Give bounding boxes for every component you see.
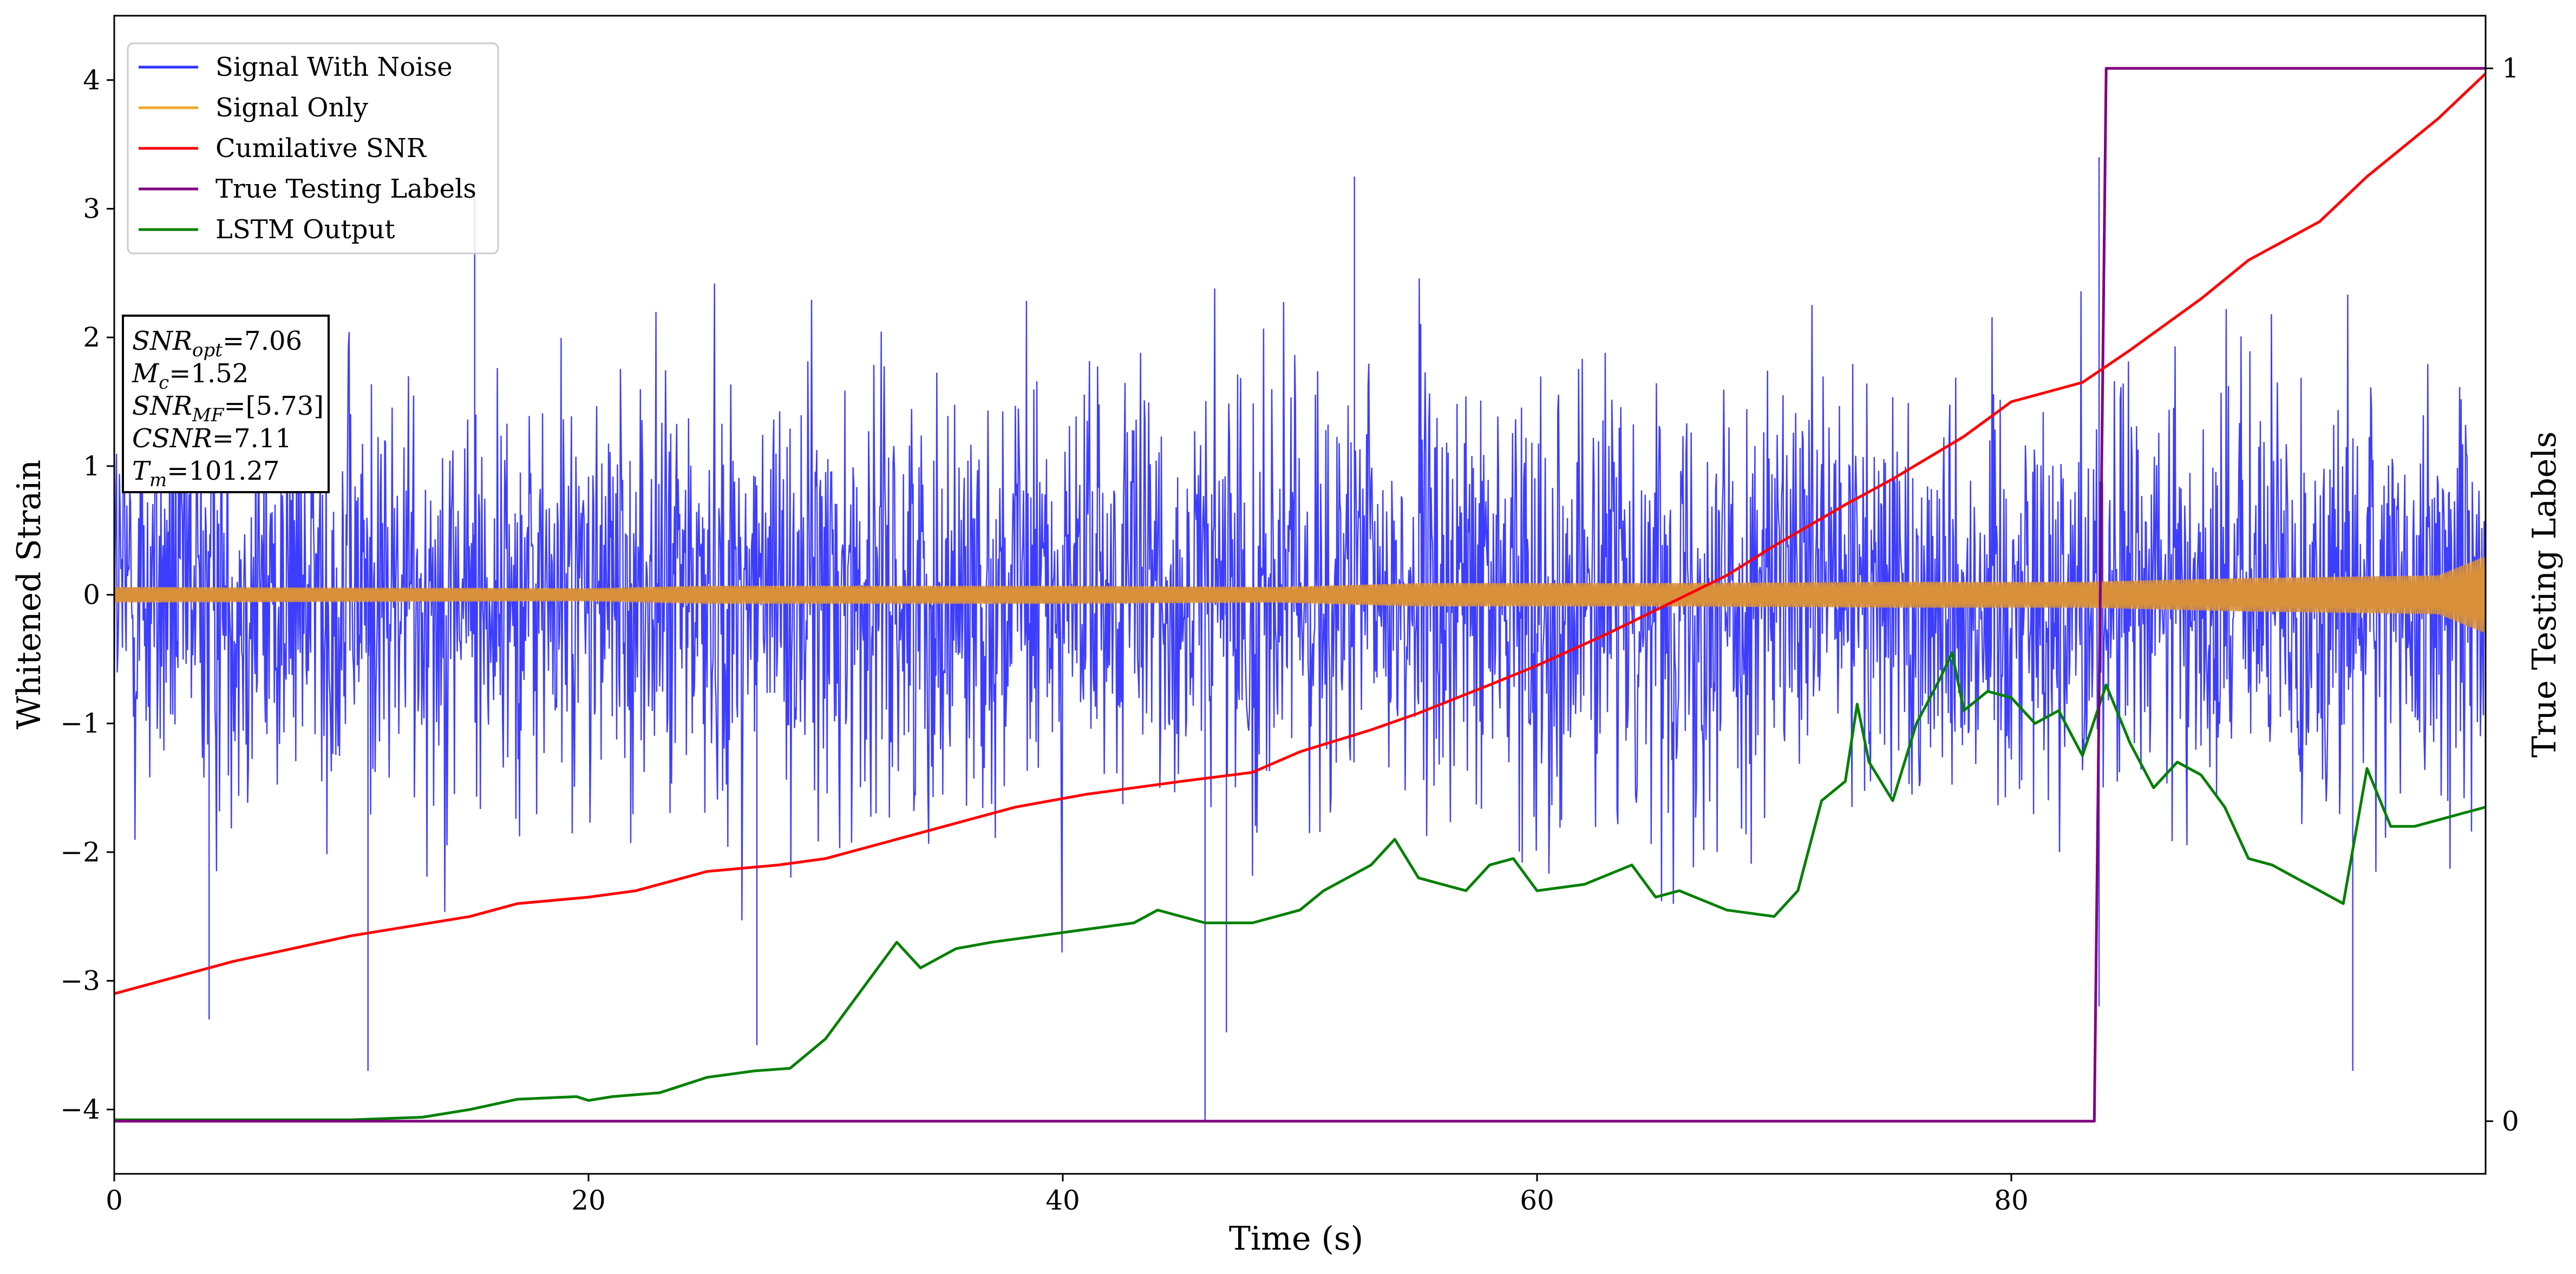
y-axis-title: Whitened Strain [10, 460, 48, 729]
legend-label: Signal With Noise [215, 52, 453, 82]
series-true-testing-labels [114, 67, 2486, 1123]
x-tick-label: 40 [1045, 1185, 1080, 1216]
series-cumilative-snr [114, 73, 2486, 995]
legend-items: Signal With Noise Signal Only Cumilative S… [139, 52, 476, 245]
legend-label: Cumilative SNR [215, 133, 427, 164]
y-tick-label: 1 [83, 450, 100, 482]
stats-line: SNRopt=7.06 [132, 326, 302, 361]
x-axis-title: Time (s) [1229, 1220, 1363, 1258]
y-axis: −4 −3 −2 −1 0 1 2 3 4 [60, 64, 114, 1125]
y2-tick-label: 1 [2502, 53, 2519, 84]
y-tick-label: −2 [60, 837, 100, 868]
y-tick-label: −3 [60, 965, 100, 997]
legend-label: Signal Only [215, 93, 368, 123]
y-tick-label: −1 [60, 708, 100, 739]
stats-annotation: SNRopt=7.06Mc=1.52SNRMF=[5.73]CSNR=7.11T… [122, 315, 330, 493]
y-tick-label: −4 [60, 1094, 100, 1125]
y2-tick-label: 0 [2502, 1106, 2519, 1137]
x-tick-label: 20 [571, 1185, 606, 1216]
stats-line: CSNR=7.11 [132, 423, 292, 454]
stats-line: Mc=1.52 [132, 358, 249, 394]
stats-line: SNRMF=[5.73] [132, 391, 324, 426]
series-lstm-output [114, 651, 2486, 1121]
series-layer [114, 67, 2486, 1123]
y-tick-label: 0 [83, 579, 100, 611]
y2-axis-title: True Testing Labels [2526, 432, 2564, 758]
y2-axis: 01 [2486, 53, 2519, 1137]
y-tick-label: 3 [83, 193, 100, 225]
series-signal-only [114, 556, 2486, 633]
legend-label: True Testing Labels [215, 174, 476, 204]
legend: Signal With Noise Signal Only Cumilative S… [127, 42, 499, 254]
legend-box [127, 42, 499, 254]
y-tick-label: 2 [83, 322, 100, 353]
stats-box [122, 315, 330, 493]
stats-line: Tm=101.27 [132, 456, 279, 491]
x-tick-label: 80 [1994, 1185, 2029, 1216]
legend-label: LSTM Output [215, 214, 395, 245]
x-tick-label: 60 [1520, 1185, 1554, 1216]
x-axis: 0 20 40 60 80 [106, 1174, 2029, 1216]
stats-lines: SNRopt=7.06Mc=1.52SNRMF=[5.73]CSNR=7.11T… [132, 326, 324, 491]
y-tick-label: 4 [83, 64, 100, 96]
x-tick-label: 0 [106, 1185, 123, 1216]
